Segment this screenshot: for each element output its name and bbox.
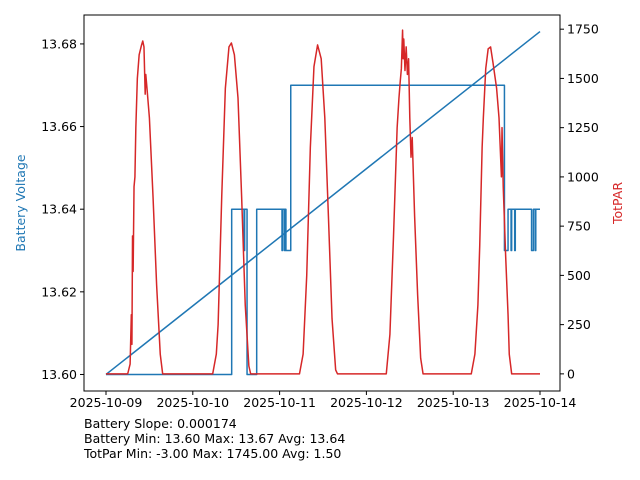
battery-slope-text: Battery Slope: 0.000174 — [84, 416, 237, 431]
left-tick-label: 13.60 — [41, 367, 77, 382]
right-tick-label: 1500 — [567, 71, 599, 86]
left-y-axis: 13.60 13.62 13.64 13.66 13.68 — [41, 36, 84, 382]
right-tick-label: 1250 — [567, 120, 599, 135]
x-tick-label: 2025-10-14 — [504, 395, 577, 410]
left-tick-label: 13.64 — [41, 202, 77, 217]
x-tick-label: 2025-10-13 — [417, 395, 490, 410]
x-tick-label: 2025-10-09 — [70, 395, 143, 410]
series-line-2 — [106, 29, 540, 375]
totpar-stats-text: TotPar Min: -3.00 Max: 1745.00 Avg: 1.50 — [84, 446, 342, 461]
right-tick-label: 1000 — [567, 169, 599, 184]
dual-axis-chart: 2025-10-09 2025-10-10 2025-10-11 2025-10-12… — [13, 14, 625, 410]
plot-frame — [83, 14, 561, 392]
left-axis-label: Battery Voltage — [13, 154, 28, 251]
series-line-0 — [106, 84, 540, 376]
plot-series-layer — [105, 29, 541, 376]
left-tick-label: 13.62 — [41, 284, 77, 299]
battery-stats-text: Battery Min: 13.60 Max: 13.67 Avg: 13.64 — [84, 431, 346, 446]
x-tick-label: 2025-10-12 — [330, 395, 403, 410]
x-axis: 2025-10-09 2025-10-10 2025-10-11 2025-10-12… — [70, 391, 577, 410]
left-tick-label: 13.66 — [41, 119, 77, 134]
right-axis-label: TotPAR — [610, 182, 625, 225]
x-tick-label: 2025-10-11 — [243, 395, 316, 410]
right-tick-label: 1750 — [567, 22, 599, 37]
x-tick-label: 2025-10-10 — [156, 395, 229, 410]
right-tick-label: 750 — [567, 219, 591, 234]
series-line-1 — [105, 30, 541, 376]
statistics-summary: Battery Slope: 0.000174 Battery Min: 13.… — [84, 416, 345, 461]
right-tick-label: 250 — [567, 317, 591, 332]
right-tick-label: 500 — [567, 268, 591, 283]
right-y-axis: 0 250 500 750 1000 1250 1500 1750 — [560, 22, 599, 381]
right-tick-label: 0 — [567, 366, 575, 381]
left-tick-label: 13.68 — [41, 36, 77, 51]
